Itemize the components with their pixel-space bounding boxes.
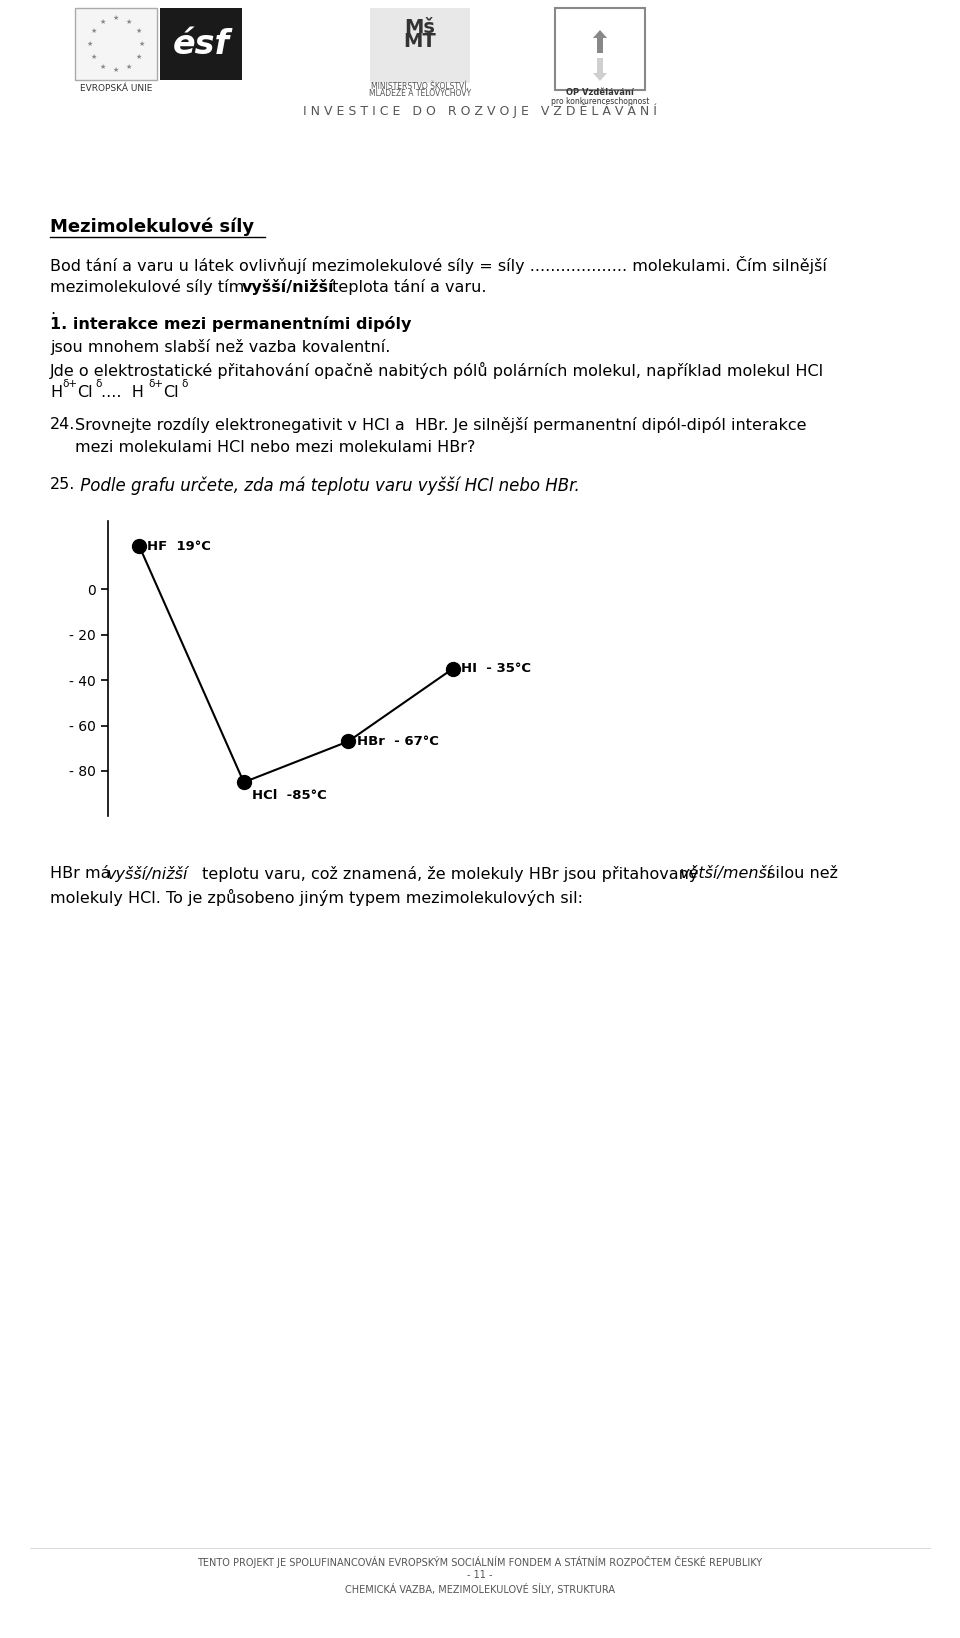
Text: ★: ★ xyxy=(113,15,119,21)
Text: ★: ★ xyxy=(126,64,132,69)
Text: teplotu varu, což znamená, že molekuly HBr jsou přitahovaný: teplotu varu, což znamená, že molekuly H… xyxy=(197,867,704,883)
Point xyxy=(236,770,252,796)
Text: CHEMICKÁ VAZBA, MEZIMOLEKULOVÉ SÍLY, STRUKTURA: CHEMICKÁ VAZBA, MEZIMOLEKULOVÉ SÍLY, STR… xyxy=(345,1584,615,1595)
Text: - 11 -: - 11 - xyxy=(468,1569,492,1581)
Text: Jde o elektrostatické přitahování opačně nabitých pólů polárních molekul, napřík: Jde o elektrostatické přitahování opačně… xyxy=(50,362,824,378)
Text: MT: MT xyxy=(403,33,437,51)
Text: větší/menší: větší/menší xyxy=(680,867,773,881)
Text: HF  19°C: HF 19°C xyxy=(147,541,210,552)
FancyArrow shape xyxy=(593,29,607,52)
Text: Podle grafu určete, zda má teplotu varu vyšší HCl nebo HBr.: Podle grafu určete, zda má teplotu varu … xyxy=(75,477,580,495)
Text: I N V E S T I C E   D O   R O Z V O J E   V Z D Ě L Á V Á N Í: I N V E S T I C E D O R O Z V O J E V Z … xyxy=(303,103,657,118)
Text: OP Vzdělávání: OP Vzdělávání xyxy=(566,88,634,97)
Text: MINISTERSTVO ŠKOLSTVÍ,: MINISTERSTVO ŠKOLSTVÍ, xyxy=(372,80,468,90)
Text: Srovnejte rozdíly elektronegativit v HCl a  HBr. Je silnější permanentní dipól-d: Srovnejte rozdíly elektronegativit v HCl… xyxy=(75,418,806,432)
Text: TENTO PROJEKT JE SPOLUFINANCOVÁN EVROPSKÝM SOCIÁLNÍM FONDEM A STÁTNÍM ROZPOČTEM : TENTO PROJEKT JE SPOLUFINANCOVÁN EVROPSK… xyxy=(198,1556,762,1568)
Bar xyxy=(370,8,470,84)
Text: 1. interakce mezi permanentními dipóly: 1. interakce mezi permanentními dipóly xyxy=(50,316,412,333)
Text: Bod tání a varu u látek ovlivňují mezimolekulové síly = síly ...................: Bod tání a varu u látek ovlivňují mezimo… xyxy=(50,256,827,274)
Text: 25.: 25. xyxy=(50,477,76,491)
Text: ★: ★ xyxy=(135,28,142,34)
Bar xyxy=(555,8,645,90)
Text: δ+: δ+ xyxy=(148,378,163,388)
Text: mezimolekulové síly tím: mezimolekulové síly tím xyxy=(50,278,250,295)
Text: ★: ★ xyxy=(90,54,97,61)
Point xyxy=(132,532,147,559)
Text: δ+: δ+ xyxy=(62,378,77,388)
Text: jsou mnohem slabší než vazba kovalentní.: jsou mnohem slabší než vazba kovalentní. xyxy=(50,339,391,355)
Text: pro konkurenceschopnost: pro konkurenceschopnost xyxy=(551,97,649,106)
Text: vyšší/nižší: vyšší/nižší xyxy=(242,278,334,295)
Text: ★: ★ xyxy=(135,54,142,61)
Text: δ: δ xyxy=(181,378,187,388)
Text: Mezimolekulové síly: Mezimolekulové síly xyxy=(50,218,254,236)
Text: ★: ★ xyxy=(86,41,93,48)
Text: ★: ★ xyxy=(100,64,107,69)
Text: Cl: Cl xyxy=(77,385,92,400)
Point xyxy=(341,729,356,755)
Bar xyxy=(160,8,242,80)
FancyArrow shape xyxy=(593,57,607,80)
Text: δ: δ xyxy=(95,378,102,388)
Text: HI  - 35°C: HI - 35°C xyxy=(461,662,531,675)
Text: ★: ★ xyxy=(139,41,145,48)
Text: HBr má: HBr má xyxy=(50,867,115,881)
Text: silou než: silou než xyxy=(762,867,838,881)
Text: MLÁDEŽE A TĚLOVÝCHOVY: MLÁDEŽE A TĚLOVÝCHOVY xyxy=(369,88,471,98)
Text: vyšší/nižší: vyšší/nižší xyxy=(107,867,188,883)
Text: ★: ★ xyxy=(113,67,119,74)
Text: .: . xyxy=(50,301,55,318)
Text: mezi molekulami HCl nebo mezi molekulami HBr?: mezi molekulami HCl nebo mezi molekulami… xyxy=(75,441,475,455)
Text: teplota tání a varu.: teplota tání a varu. xyxy=(327,278,487,295)
Bar xyxy=(75,8,157,80)
Text: ★: ★ xyxy=(100,18,107,25)
Text: ésf: ésf xyxy=(173,28,229,61)
Text: EVROPSKÁ UNIE: EVROPSKÁ UNIE xyxy=(80,84,153,93)
Text: HBr  - 67°C: HBr - 67°C xyxy=(356,735,439,749)
Point xyxy=(445,655,461,681)
Text: Mš: Mš xyxy=(404,18,436,38)
Text: 24.: 24. xyxy=(50,418,76,432)
Text: ★: ★ xyxy=(126,18,132,25)
Text: Cl: Cl xyxy=(163,385,179,400)
Text: HCl  -85°C: HCl -85°C xyxy=(252,790,327,803)
Text: ....  H: .... H xyxy=(101,385,144,400)
Text: ★: ★ xyxy=(90,28,97,34)
Text: molekuly HCl. To je způsobeno jiným typem mezimolekulových sil:: molekuly HCl. To je způsobeno jiným type… xyxy=(50,889,583,906)
Text: H: H xyxy=(50,385,62,400)
